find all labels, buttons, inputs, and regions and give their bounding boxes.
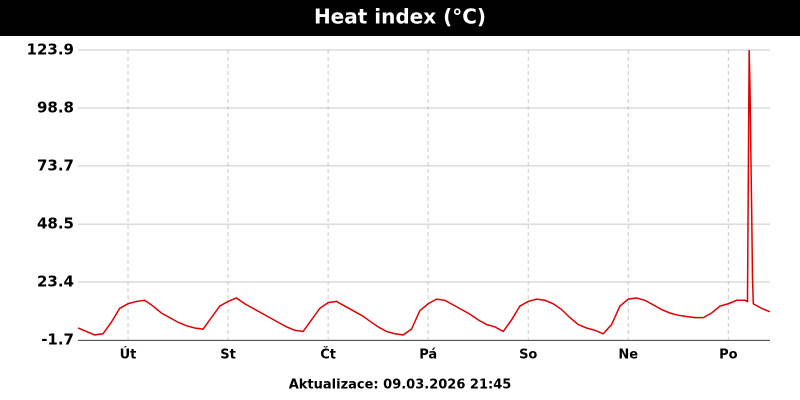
footer: Aktualizace: 09.03.2026 21:45 [289, 378, 512, 393]
y-tick-label: 23.4 [37, 273, 74, 291]
y-tick-label: 73.7 [37, 156, 74, 174]
data-line [77, 49, 771, 336]
x-tick-label: So [519, 348, 537, 363]
y-tick-label: 123.9 [27, 41, 74, 59]
x-tick-label: St [220, 348, 236, 363]
x-tick-label: Út [120, 347, 137, 363]
x-tick-label: Čt [320, 347, 336, 363]
x-tick-label: Ne [618, 348, 638, 363]
x-tick-label: Pá [419, 348, 437, 363]
title-bar [0, 0, 800, 36]
y-tick-label: 98.8 [37, 98, 74, 116]
y-tick-label: -1.7 [41, 331, 74, 349]
y-tick-label: 48.5 [37, 215, 74, 233]
x-tick-label: Po [719, 348, 738, 363]
chart-title: Heat index (°C) [314, 5, 486, 29]
